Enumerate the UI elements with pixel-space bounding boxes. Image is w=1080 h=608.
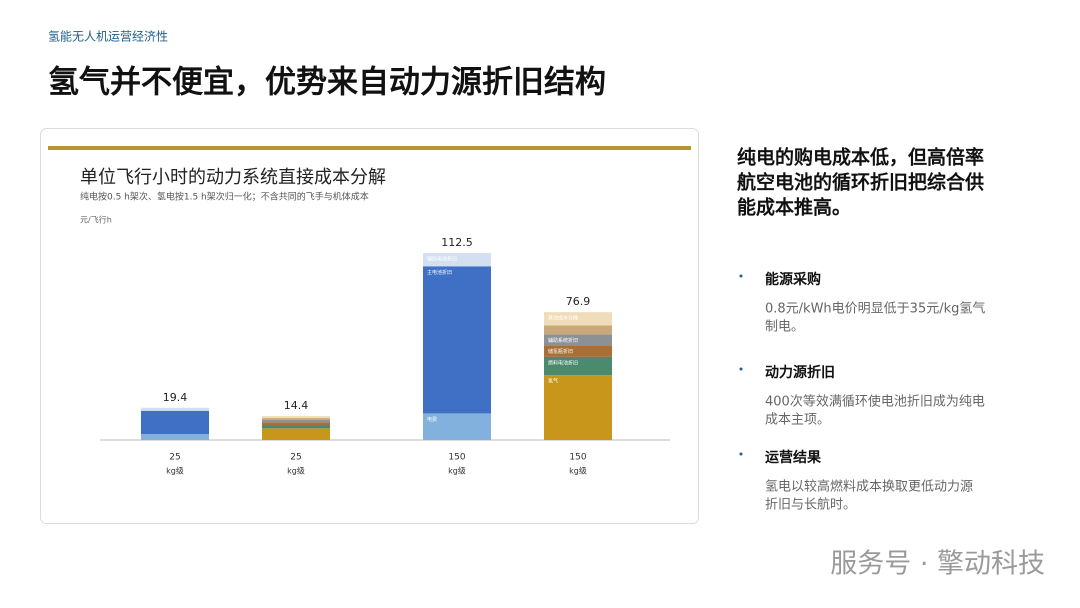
segment-label: 辅助电池折旧: [427, 256, 457, 263]
x-tick-label: 150: [569, 453, 586, 463]
bullet: [739, 452, 743, 456]
x-tick-unit: kg级: [287, 466, 305, 476]
kicker: 氢能无人机运营经济性: [48, 29, 168, 44]
total-label: 14.4: [284, 399, 309, 412]
total-label: 76.9: [566, 295, 591, 308]
segment-label: 氢气: [548, 378, 558, 385]
bar-segment: [262, 425, 330, 429]
item-title: 能源采购: [765, 271, 821, 288]
bar-segment: [262, 416, 330, 419]
bar-segment: [141, 410, 209, 435]
bar-segment: [423, 266, 491, 414]
segment-label: 储氢瓶折旧: [548, 348, 573, 355]
x-tick-label: 150: [448, 453, 465, 463]
bar-segment: [544, 325, 612, 335]
watermark: 服务号 · 擎动科技: [830, 549, 1045, 580]
x-tick-label: 25: [169, 453, 180, 463]
chart-subtitle: 纯电按0.5 h架次、氢电按1.5 h架次归一化；不含共同的飞手与机体成本: [80, 191, 369, 203]
x-tick-unit: kg级: [448, 466, 466, 476]
side-heading: 纯电的购电成本低，但高倍率: [737, 146, 984, 169]
bar-segment: [141, 434, 209, 440]
chart-title: 单位飞行小时的动力系统直接成本分解: [80, 167, 386, 188]
item-text: 氢电以较高燃料成本换取更低动力源: [765, 479, 973, 495]
bar-segment: [423, 413, 491, 440]
bar-segment: [544, 312, 612, 326]
bar-segment: [262, 418, 330, 421]
bar-segment: [544, 334, 612, 346]
item-text: 0.8元/kWh电价明显低于35元/kg氢气: [765, 301, 985, 317]
unit-label: 元/飞行h: [80, 215, 112, 225]
side-heading: 能成本推高。: [737, 196, 851, 219]
segment-label: 电费: [427, 416, 437, 423]
bar-segment: [544, 375, 612, 440]
segment-label: 主电池折旧: [427, 269, 452, 276]
item-text: 成本主项。: [765, 413, 830, 428]
bar-segment: [262, 428, 330, 440]
slide-title: 氢气并不便宜，优势来自动力源折旧结构: [48, 65, 606, 101]
item-title: 运营结果: [765, 449, 822, 466]
x-tick-label: 25: [290, 453, 301, 463]
x-tick-unit: kg级: [569, 466, 587, 476]
total-label: 19.4: [163, 391, 188, 404]
side-heading: 航空电池的循环折旧把综合供: [737, 171, 984, 194]
bar-segment: [262, 420, 330, 423]
bullet: [739, 274, 743, 278]
total-label: 112.5: [441, 236, 473, 249]
item-text: 折旧与长航时。: [765, 497, 856, 513]
bar-segment: [544, 345, 612, 357]
item-title: 动力源折旧: [765, 364, 835, 381]
item-text: 400次等效满循环使电池折旧成为纯电: [765, 394, 985, 410]
bullet: [739, 367, 743, 371]
bar-segment: [262, 422, 330, 426]
accent-bar: [48, 146, 691, 150]
segment-label: 燃料电池折旧: [548, 359, 578, 366]
segment-label: 辅助系统折旧: [548, 337, 578, 344]
segment-label: 其他成本分摊: [548, 315, 578, 322]
x-tick-unit: kg级: [166, 466, 184, 476]
bar-segment: [423, 253, 491, 267]
item-text: 制电。: [765, 320, 804, 335]
bar-segment: [141, 407, 209, 411]
bar-segment: [544, 356, 612, 376]
